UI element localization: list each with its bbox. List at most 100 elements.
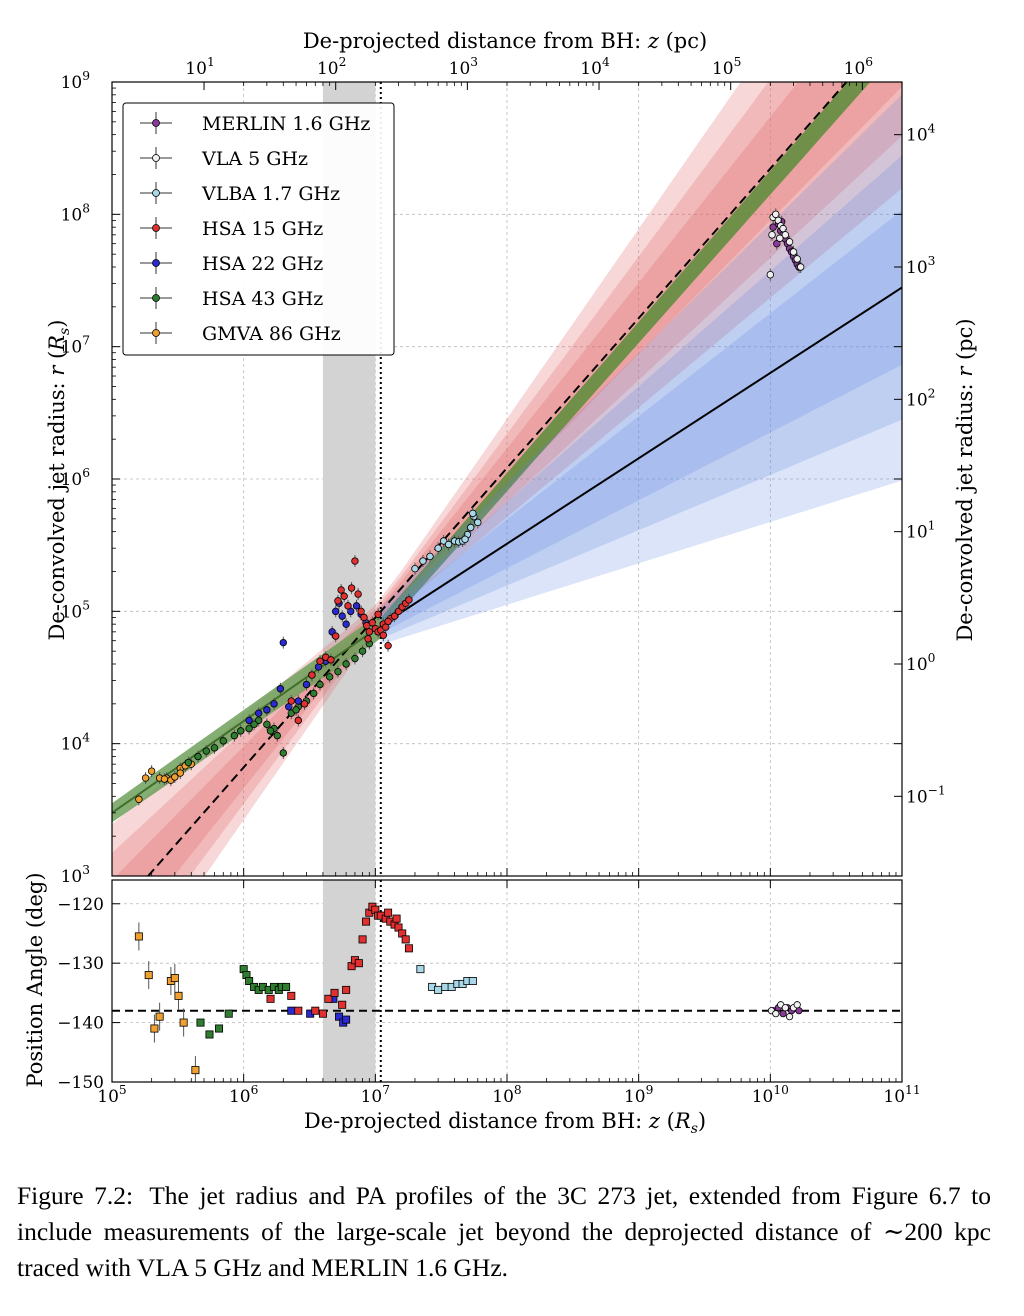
pa-point-gmva-86-ghz xyxy=(144,971,153,980)
y-tick-label-exp: 5 xyxy=(82,598,90,612)
right-tick-label-exp: 2 xyxy=(928,386,936,400)
right-tick-label-base: 10 xyxy=(906,126,928,146)
right-tick-label-base: 10 xyxy=(906,655,928,675)
radius-point-gmva-86-ghz xyxy=(176,769,184,777)
legend-marker xyxy=(152,119,160,127)
radius-point-merlin-1-6-ghz xyxy=(769,223,777,231)
top-tick-label-base: 10 xyxy=(449,59,471,79)
top-axis-title: De-projected distance from BH: z (pc) xyxy=(303,29,707,53)
shallow-fit-band xyxy=(380,210,902,634)
pa-point-hsa-22-ghz xyxy=(287,1006,296,1015)
radius-point-hsa-43-ghz xyxy=(292,706,300,714)
bottom-axis-title-var: z xyxy=(648,1109,661,1133)
right-axis-title-var: r xyxy=(953,365,977,377)
radius-point-vla-5-ghz xyxy=(776,234,784,242)
top-tick-label-exp: 4 xyxy=(602,55,610,69)
radius-point-hsa-22-ghz xyxy=(254,709,263,717)
pa-y-tick-label: −130 xyxy=(57,954,104,974)
y-tick-label-base: 10 xyxy=(61,867,83,887)
right-tick-label-base: 10 xyxy=(906,523,928,543)
radius-point-hsa-43-ghz xyxy=(325,673,334,681)
radius-point-hsa-43-ghz xyxy=(266,727,275,735)
right-tick-label: 100 xyxy=(906,651,935,675)
left-axis-title-sub: s xyxy=(57,328,73,335)
pa-x-tick-label: 105 xyxy=(97,1083,126,1107)
radius-point-vla-5-ghz xyxy=(781,231,790,239)
y-tick-label: 103 xyxy=(61,863,90,887)
radius-point-hsa-22-ghz xyxy=(279,638,288,647)
pa-point-gmva-86-ghz xyxy=(134,932,143,941)
radius-point-vla-5-ghz xyxy=(772,210,780,219)
pa-x-tick-label: 108 xyxy=(492,1083,521,1107)
left-axis-title: De-convolved jet radius: r (Rs) xyxy=(45,320,73,641)
pa-point-hsa-15-ghz xyxy=(311,1006,320,1015)
legend-marker xyxy=(152,224,160,232)
pa-x-tick-label-exp: 10 xyxy=(773,1083,789,1097)
radius-point-hsa-15-ghz xyxy=(347,584,356,592)
pa-x-tick-label: 107 xyxy=(361,1083,390,1107)
radius-point-hsa-22-ghz xyxy=(342,620,350,628)
radius-point-vlba-1-7-ghz xyxy=(419,557,427,565)
radius-point-hsa-43-ghz xyxy=(230,731,239,740)
pa-point-hsa-15-ghz xyxy=(266,994,275,1003)
bottom-axis-title-unit: R xyxy=(674,1109,691,1133)
radius-point-hsa-22-ghz xyxy=(338,612,346,620)
right-tick-label-exp: 3 xyxy=(928,254,936,268)
right-tick-label: 103 xyxy=(906,254,935,278)
radius-point-hsa-22-ghz xyxy=(294,697,303,705)
right-tick-label: 102 xyxy=(906,386,935,410)
radius-point-hsa-22-ghz xyxy=(276,685,285,693)
radius-point-vlba-1-7-ghz xyxy=(426,552,434,561)
bottom-axis-title-open: ( xyxy=(660,1109,675,1133)
radius-point-vlba-1-7-ghz xyxy=(474,518,482,527)
radius-point-hsa-15-ghz xyxy=(405,596,413,604)
radius-point-gmva-86-ghz xyxy=(160,775,169,783)
bottom-axis-title-sub: s xyxy=(691,1121,698,1137)
legend-label: HSA 43 GHz xyxy=(202,288,323,310)
pa-point-hsa-15-ghz xyxy=(338,1000,347,1009)
radius-point-hsa-43-ghz xyxy=(334,667,342,676)
radius-point-hsa-43-ghz xyxy=(309,689,318,698)
radius-point-hsa-43-ghz xyxy=(237,727,245,735)
bottom-axis-title-text: De-projected distance from BH: xyxy=(304,1109,649,1133)
radius-point-hsa-43-ghz xyxy=(210,744,219,752)
top-tick-label: 105 xyxy=(712,55,741,79)
right-tick-label-exp: 4 xyxy=(928,122,936,136)
pa-point-hsa-22-ghz xyxy=(342,1015,351,1024)
right-axis-title: De-convolved jet radius: r (pc) xyxy=(953,318,977,641)
right-tick-label-exp: −1 xyxy=(928,783,946,797)
legend-marker xyxy=(152,329,160,337)
radius-point-hsa-43-ghz xyxy=(184,758,193,767)
y-tick-label-base: 10 xyxy=(61,735,83,755)
legend-label: HSA 15 GHz xyxy=(202,218,323,240)
top-axis-title-var: z xyxy=(647,29,660,53)
radius-point-vlba-1-7-ghz xyxy=(439,537,448,545)
radius-point-vlba-1-7-ghz xyxy=(444,540,453,549)
radius-point-hsa-15-ghz xyxy=(300,700,309,708)
top-tick-label-base: 10 xyxy=(844,59,866,79)
radius-point-vla-5-ghz xyxy=(766,270,775,279)
bottom-axis-title: De-projected distance from BH: z (Rs) xyxy=(304,1109,706,1137)
top-axis-title-text: De-projected distance from BH: xyxy=(303,29,648,53)
pa-point-hsa-15-ghz xyxy=(401,935,410,944)
pa-point-vla-5-ghz xyxy=(785,1013,794,1021)
y-tick-label-exp: 9 xyxy=(82,69,90,83)
radius-point-hsa-15-ghz xyxy=(337,586,345,594)
pa-plot-area xyxy=(112,880,902,1082)
pa-point-hsa-15-ghz xyxy=(354,959,363,968)
y-tick-label-base: 10 xyxy=(61,205,83,225)
pa-point-hsa-15-ghz xyxy=(358,935,367,944)
pa-x-tick-label-exp: 7 xyxy=(382,1083,390,1097)
top-axis-title-unit: (pc) xyxy=(659,29,707,53)
radius-point-gmva-86-ghz xyxy=(147,767,156,775)
y-tick-label-base: 10 xyxy=(61,73,83,93)
pa-x-tick-label-base: 10 xyxy=(229,1087,251,1107)
legend-marker xyxy=(152,154,160,162)
pa-point-hsa-43-ghz xyxy=(196,1018,205,1027)
pa-point-hsa-43-ghz xyxy=(224,1009,233,1018)
top-tick-label: 104 xyxy=(580,55,610,79)
radius-point-hsa-15-ghz xyxy=(360,613,368,622)
radius-point-vlba-1-7-ghz xyxy=(434,544,442,552)
pa-point-hsa-43-ghz xyxy=(245,977,254,986)
radius-point-hsa-43-ghz xyxy=(263,720,271,729)
